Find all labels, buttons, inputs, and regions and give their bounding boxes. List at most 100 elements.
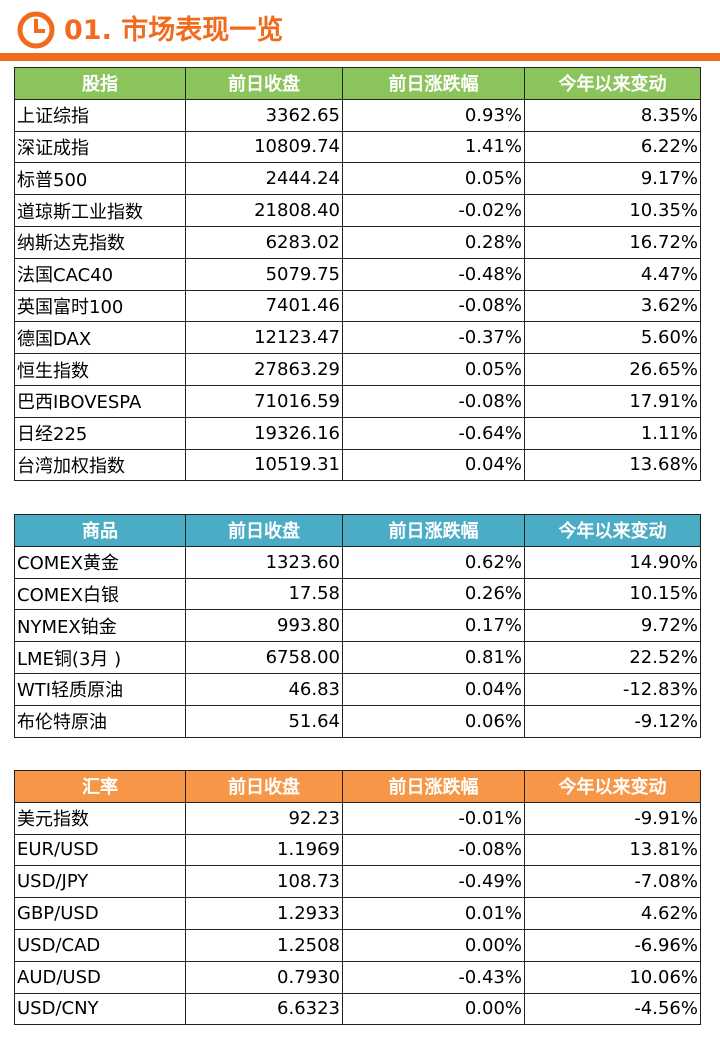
table-row: WTI轻质原油 46.83 0.04% -12.83% — [14, 672, 701, 706]
table-cell: 1.1969 — [185, 833, 343, 867]
table-cell: 5.60% — [524, 321, 701, 355]
table-cell: 日经225 — [14, 416, 186, 450]
table-cell: 10809.74 — [185, 130, 343, 164]
header-cell: 前日涨跌幅 — [342, 67, 525, 100]
table-cell: -7.08% — [524, 865, 701, 899]
table-cell: 71016.59 — [185, 384, 343, 418]
table-cell: COMEX黄金 — [14, 545, 186, 579]
table-cell: 9.72% — [524, 609, 701, 643]
table-row: 道琼斯工业指数 21808.40 -0.02% 10.35% — [14, 194, 701, 227]
table-row: COMEX白银 17.58 0.26% 10.15% — [14, 577, 701, 611]
table-cell: 恒生指数 — [14, 353, 186, 386]
table-cell: 21808.40 — [185, 194, 343, 227]
header-cell: 股指 — [14, 67, 186, 100]
table-cell: 台湾加权指数 — [14, 448, 186, 482]
table-cell: 9.17% — [524, 162, 701, 196]
table-row: USD/CAD 1.2508 0.00% -6.96% — [14, 928, 701, 962]
header-cell: 今年以来变动 — [524, 770, 701, 803]
header-row: 股指 前日收盘 前日涨跌幅 今年以来变动 — [14, 67, 701, 100]
table-row: USD/JPY 108.73 -0.49% -7.08% — [14, 865, 701, 899]
table-cell: -0.49% — [342, 865, 525, 899]
table-cell: -4.56% — [524, 992, 701, 1026]
header-row: 商品 前日收盘 前日涨跌幅 今年以来变动 — [14, 514, 701, 547]
table-cell: -9.91% — [524, 801, 701, 835]
table-cell: 1.2933 — [185, 897, 343, 930]
header-cell: 前日涨跌幅 — [342, 514, 525, 547]
header-cell: 今年以来变动 — [524, 514, 701, 547]
table-cell: 6283.02 — [185, 225, 343, 259]
table-cell: 10.06% — [524, 960, 701, 994]
table-cell: 27863.29 — [185, 353, 343, 386]
table-cell: -0.48% — [342, 257, 525, 291]
table-row: GBP/USD 1.2933 0.01% 4.62% — [14, 897, 701, 930]
data-table: 股指 前日收盘 前日涨跌幅 今年以来变动 上证综指 3362.65 0.93% 8.35% 深证… — [14, 67, 701, 482]
table-cell: 6758.00 — [185, 641, 343, 674]
table-row: 深证成指 10809.74 1.41% 6.22% — [14, 130, 701, 164]
table-cell: USD/JPY — [14, 865, 186, 899]
table-cell: 4.62% — [524, 897, 701, 930]
table-cell: 道琼斯工业指数 — [14, 194, 186, 227]
table-cell: 108.73 — [185, 865, 343, 899]
table-row: 纳斯达克指数 6283.02 0.28% 16.72% — [14, 225, 701, 259]
table-cell: 92.23 — [185, 801, 343, 835]
table-row: 台湾加权指数 10519.31 0.04% 13.68% — [14, 448, 701, 482]
table-row: 布伦特原油 51.64 0.06% -9.12% — [14, 704, 701, 738]
table-cell: -0.01% — [342, 801, 525, 835]
table-cell: 993.80 — [185, 609, 343, 643]
table-cell: LME铜(3月 ) — [14, 641, 186, 674]
table-cell: 深证成指 — [14, 130, 186, 164]
table-cell: 0.93% — [342, 98, 525, 132]
table-cell: 上证综指 — [14, 98, 186, 132]
table-cell: 14.90% — [524, 545, 701, 579]
table-cell: -0.43% — [342, 960, 525, 994]
table-cell: 17.58 — [185, 577, 343, 611]
table-row: AUD/USD 0.7930 -0.43% 10.06% — [14, 960, 701, 994]
table-cell: AUD/USD — [14, 960, 186, 994]
table-cell: 16.72% — [524, 225, 701, 259]
table-row: 法国CAC40 5079.75 -0.48% 4.47% — [14, 257, 701, 291]
table-cell: WTI轻质原油 — [14, 672, 186, 706]
table-cell: 0.26% — [342, 577, 525, 611]
title-rule — [0, 53, 720, 61]
table-row: USD/CNY 6.6323 0.00% -4.56% — [14, 992, 701, 1026]
table-cell: 英国富时100 — [14, 289, 186, 323]
table-cell: USD/CAD — [14, 928, 186, 962]
table-cell: 1.2508 — [185, 928, 343, 962]
table-row: COMEX黄金 1323.60 0.62% 14.90% — [14, 545, 701, 579]
header-cell: 前日涨跌幅 — [342, 770, 525, 803]
table-cell: 0.81% — [342, 641, 525, 674]
table-row: 标普500 2444.24 0.05% 9.17% — [14, 162, 701, 196]
table-cell: 1.11% — [524, 416, 701, 450]
table-cell: 22.52% — [524, 641, 701, 674]
table-row: EUR/USD 1.1969 -0.08% 13.81% — [14, 833, 701, 867]
table-cell: 10.15% — [524, 577, 701, 611]
data-table: 汇率 前日收盘 前日涨跌幅 今年以来变动 美元指数 92.23 -0.01% -9.91% EU… — [14, 770, 701, 1026]
header-cell: 前日收盘 — [185, 770, 343, 803]
table-cell: 0.62% — [342, 545, 525, 579]
table-cell: 10519.31 — [185, 448, 343, 482]
table-cell: 8.35% — [524, 98, 701, 132]
table-cell: 布伦特原油 — [14, 704, 186, 738]
table-cell: 0.06% — [342, 704, 525, 738]
table-cell: 法国CAC40 — [14, 257, 186, 291]
table-cell: -6.96% — [524, 928, 701, 962]
table-cell: 0.00% — [342, 992, 525, 1026]
table-cell: 1323.60 — [185, 545, 343, 579]
table-cell: 标普500 — [14, 162, 186, 196]
table-cell: 0.7930 — [185, 960, 343, 994]
table-cell: COMEX白银 — [14, 577, 186, 611]
clock-icon — [17, 11, 55, 49]
table-row: 上证综指 3362.65 0.93% 8.35% — [14, 98, 701, 132]
table-cell: 5079.75 — [185, 257, 343, 291]
table-cell: 0.05% — [342, 162, 525, 196]
table-cell: -0.37% — [342, 321, 525, 355]
table-row: NYMEX铂金 993.80 0.17% 9.72% — [14, 609, 701, 643]
table-cell: 4.47% — [524, 257, 701, 291]
table-cell: 0.17% — [342, 609, 525, 643]
table-cell: GBP/USD — [14, 897, 186, 930]
table-cell: 0.04% — [342, 672, 525, 706]
table-cell: 7401.46 — [185, 289, 343, 323]
table-row: LME铜(3月 ) 6758.00 0.81% 22.52% — [14, 641, 701, 674]
table-cell: 10.35% — [524, 194, 701, 227]
